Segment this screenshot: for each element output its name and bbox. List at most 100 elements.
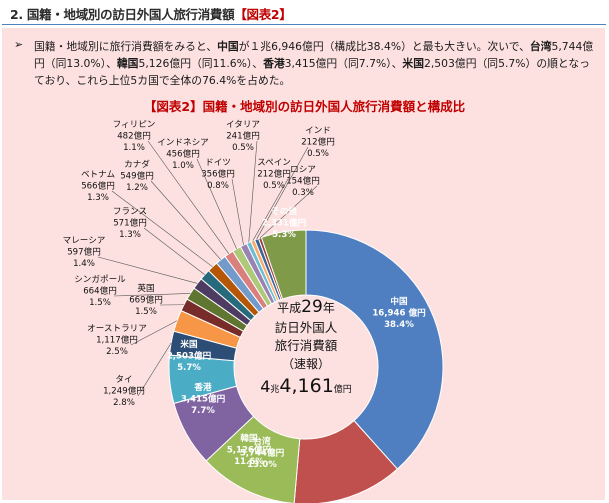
center-line-2: 訪日外国人 [275,320,338,335]
leader-line [231,178,244,246]
slice-value-label: 154億円 [286,175,320,187]
slice-pct-label: 0.8% [207,181,229,191]
center-line-4: （速報） [282,357,330,371]
slice-name-label: 英国 [137,282,154,294]
slice-pct-label: 2.5% [106,347,128,357]
leader-line [113,293,191,297]
leader-line [130,320,178,346]
slice-value-label: 356億円 [201,168,235,180]
slice-value-label: 597億円 [67,246,101,258]
slice-pct-label: 0.3% [292,188,314,198]
slice-value-label: 664億円 [83,285,117,297]
slice-value-label: 1,249億円 [103,385,145,397]
leader-line [256,146,309,240]
slice-name-label: ドイツ [205,158,231,168]
section-title: 国籍・地域別の訪日外国人旅行消費額 [26,7,235,22]
slice-pct-label: 13.0% [247,460,277,470]
summary-country: 米国 [402,57,424,70]
slice-name-label: タイ [115,374,132,385]
slice-name-label: 中国 [390,295,408,307]
center-total: 4兆4,161億円 [260,375,352,397]
summary-country: 中国 [217,40,239,53]
donut-slice [305,229,444,470]
slice-name-label: インド [305,126,331,136]
slice-pct-label: 38.4% [384,320,414,330]
slice-name-label: 韓国 [240,432,258,444]
slice-value-label: 5,744億円 [240,447,285,459]
section-figure-tag: 【図表2】 [234,7,292,22]
header-underline [2,24,606,25]
slice-pct-label: 5.7% [177,363,201,373]
slice-pct-label: 1.4% [73,259,95,269]
leader-line [252,178,289,241]
leader-line [111,190,213,268]
slice-name-label: シンガポール [74,274,126,285]
slice-value-label: 5,126億円 [227,444,272,456]
leader-line [147,140,230,254]
slice-value-label: 566億円 [81,180,115,192]
leader-line [137,342,172,397]
slice-value-label: 212億円 [257,168,291,180]
summary-text: 3,415億円（同7.7%）、 [284,57,403,70]
slice-pct-label: 11.6% [234,457,264,467]
donut-slice [293,419,399,503]
slice-value-label: 241億円 [226,130,260,142]
leader-line [196,158,237,250]
slice-name-label: その他 [271,205,297,217]
slice-value-label: 212億円 [301,136,335,148]
leader-line [259,185,318,239]
slice-value-label: 669億円 [129,294,163,306]
slice-pct-label: 1.5% [89,298,111,308]
slice-name-label: オーストラリア [87,323,147,334]
slice-value-label: 2,503億円 [167,350,212,362]
slice-value-label: 571億円 [113,217,147,229]
slice-pct-label: 1.0% [172,161,194,171]
summary-text: 5,126億円（同11.6%）、 [138,57,264,70]
slice-pct-label: 0.5% [307,149,329,159]
slice-name-label: インドネシア [157,137,209,148]
summary-text: が１兆6,946億円（構成比38.4%）と最も大きい。次いで、 [238,40,530,53]
slice-value-label: 2,331億円 [262,217,307,229]
slice-pct-label: 1.2% [126,183,148,193]
center-year: 平成29年 [277,297,335,317]
summary-paragraph: 国籍・地域別に旅行消費額をみると、中国が１兆6,946億円（構成比38.4%）と… [34,38,596,89]
slice-name-label: フランス [113,206,147,217]
slice-name-label: ベトナム [81,169,116,180]
slice-value-label: 456億円 [166,148,200,160]
slice-name-label: スペイン [257,158,291,168]
slice-pct-label: 1.5% [135,307,157,317]
summary-country: 台湾 [529,40,552,53]
slice-value-label: 3,415億円 [181,393,226,405]
section-number: 2. [10,7,23,22]
slice-name-label: 米国 [180,338,198,350]
summary-text: 5,744億円（同13.0%）、 [34,40,594,70]
slice-name-label: フィリピン [113,119,156,130]
center-line-3: 旅行消費額 [275,338,338,353]
section-header: 2. 国籍・地域別の訪日外国人旅行消費額【図表2】 [10,4,292,23]
slice-pct-label: 1.3% [119,230,141,240]
slice-name-label: イタリア [226,119,260,130]
slice-value-label: 1,117億円 [96,334,138,346]
donut-slice [260,229,307,300]
slice-value-label: 16,946 億円 [372,307,426,319]
summary-country: 韓国 [116,57,139,70]
slice-pct-label: 0.5% [263,181,285,191]
bullet-arrow-icon: ➢ [14,38,24,51]
slice-value-label: 482億円 [117,130,151,142]
summary-text: 国籍・地域別に旅行消費額をみると、 [34,40,218,53]
leader-line [248,140,258,243]
leader-line [143,227,205,275]
summary-text: 2,503億円（同5.7%）の順となっており、これら上位5カ国で全体の76.4%… [34,57,590,87]
slice-name-label: 台湾 [253,435,271,447]
slice-value-label: 549億円 [120,170,154,182]
slice-pct-label: 0.5% [232,143,254,153]
slice-name-label: 香港 [193,381,212,393]
slice-name-label: カナダ [124,158,150,170]
slice-pct-label: 1.3% [87,193,109,203]
slice-pct-label: 2.8% [113,398,135,408]
slice-pct-label: 1.1% [123,143,145,153]
slice-pct-label: 7.7% [191,406,215,416]
leader-line [97,256,198,284]
